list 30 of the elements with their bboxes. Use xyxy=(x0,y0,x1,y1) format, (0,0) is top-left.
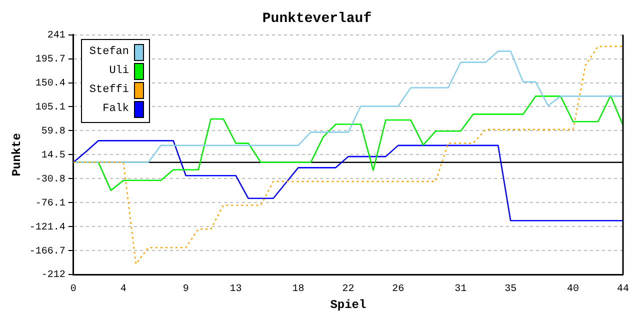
y-axis-title: Punkte xyxy=(10,133,24,176)
x-tick-label: 44 xyxy=(616,284,630,296)
legend-label: Steffi xyxy=(89,84,129,96)
y-tick-label: 195.7 xyxy=(35,54,66,66)
x-tick-label: 9 xyxy=(182,284,189,296)
x-axis-title: Spiel xyxy=(330,298,366,312)
y-tick-label: 105.1 xyxy=(35,102,66,114)
x-tick-label: 0 xyxy=(70,284,76,296)
y-tick-label: 241 xyxy=(47,30,66,42)
x-tick-label: 13 xyxy=(230,284,242,296)
y-tick-label: 59.8 xyxy=(41,126,66,138)
legend-label: Stefan xyxy=(89,46,129,58)
y-tick-label: -30.8 xyxy=(35,174,66,186)
x-tick-label: 4 xyxy=(120,284,126,296)
x-tick-label: 31 xyxy=(454,284,467,296)
x-tick-label: 35 xyxy=(504,284,517,296)
legend-label: Uli xyxy=(109,65,129,78)
x-tick-label: 40 xyxy=(567,284,580,296)
y-tick-label: -212 xyxy=(41,270,66,282)
y-tick-label: -121.4 xyxy=(29,222,66,234)
y-tick-label: 150.4 xyxy=(35,78,66,90)
chart-title: Punkteverlauf xyxy=(262,10,372,27)
x-tick-label: 22 xyxy=(342,284,354,296)
y-tick-label: -166.7 xyxy=(29,246,66,258)
legend-label: Falk xyxy=(102,103,129,116)
y-tick-label: -76.1 xyxy=(35,198,66,210)
y-tick-label: 14.5 xyxy=(41,150,66,162)
x-tick-label: 18 xyxy=(292,284,304,296)
x-tick-label: 26 xyxy=(392,284,404,296)
line-series xyxy=(73,46,623,265)
